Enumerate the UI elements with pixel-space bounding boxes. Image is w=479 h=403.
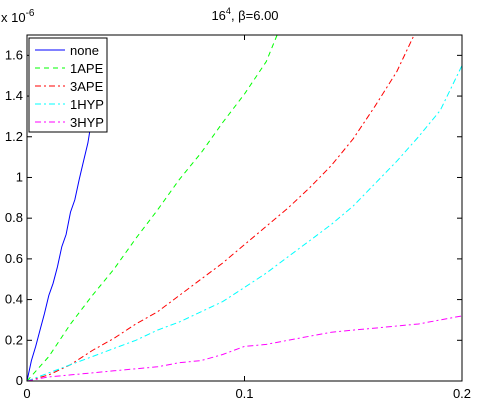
y-tick-label: 1: [16, 169, 23, 184]
series-line-1ape: [26, 34, 278, 382]
y-tick-label: 0: [16, 373, 23, 388]
y-tick-label: 0.4: [5, 292, 23, 307]
series-line-3ape: [26, 34, 415, 382]
y-tick-label: 0.8: [5, 210, 23, 225]
series-line-1hyp: [26, 65, 463, 382]
chart-title: 164, β=6.00: [211, 6, 278, 23]
legend-label-none: none: [70, 43, 99, 58]
title-rest: , β=6.00: [231, 8, 279, 23]
x-tick-label: 0.1: [235, 386, 253, 401]
y-tick-label: 1.6: [5, 47, 23, 62]
data-layer: [26, 34, 463, 382]
y-tick-label: 0.6: [5, 251, 23, 266]
legend-box: [28, 37, 108, 133]
y-tick-label: 1.4: [5, 88, 23, 103]
title-main: 16: [211, 8, 225, 23]
y-tick-label: 0.2: [5, 332, 23, 347]
exponent-power: -6: [26, 8, 35, 19]
legend: none 1APE 3APE 1HYP 3HYP: [28, 37, 108, 133]
legend-label-1hyp: 1HYP: [70, 97, 104, 112]
legend-entries: none 1APE 3APE 1HYP 3HYP: [35, 43, 104, 130]
series-line-3hyp: [26, 315, 463, 382]
exponent-label: x 10-6: [1, 8, 35, 25]
y-tick-label: 1.2: [5, 129, 23, 144]
axes-layer: 0 0.1 0.2 0 0.2 0.4 0.6 0.8 1 1.2 1.4 1.6: [5, 35, 471, 401]
series-line-none: [26, 122, 92, 382]
exponent-base: x 10: [1, 10, 26, 25]
legend-label-3ape: 3APE: [70, 79, 104, 94]
legend-label-3hyp: 3HYP: [70, 115, 104, 130]
x-tick-label: 0.2: [453, 386, 471, 401]
title-superscript: 4: [226, 6, 231, 16]
legend-label-1ape: 1APE: [70, 61, 104, 76]
x-tick-label: 0: [23, 386, 30, 401]
